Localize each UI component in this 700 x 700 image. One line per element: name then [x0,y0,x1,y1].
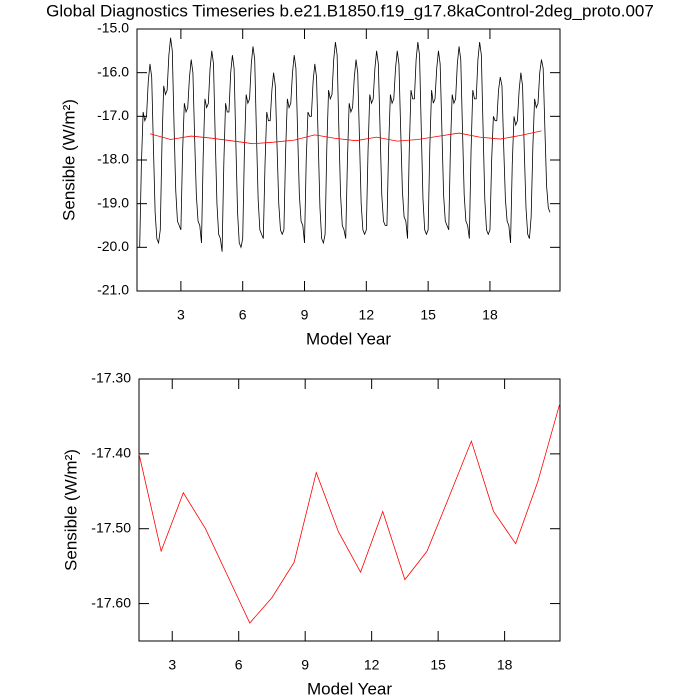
y-tick-label: -20.0 [97,238,129,254]
y-tick-label: -17.40 [91,445,131,461]
x-tick-label: 12 [364,657,380,673]
x-tick-label: 12 [359,307,375,323]
y-tick-label: -17.60 [91,594,131,610]
series-line [138,402,561,624]
plot-frame [136,28,561,292]
x-tick-label: 15 [420,307,436,323]
x-tick-label: 18 [482,307,498,323]
y-tick-label: -16.0 [97,63,129,79]
x-axis-label: Model Year [307,679,392,698]
y-axis-label: Sensible (W/m²) [59,99,78,221]
y-tick-label: -17.0 [97,107,129,123]
x-tick-label: 3 [177,307,185,323]
series-line [149,130,542,145]
y-tick-label: -17.50 [91,519,131,535]
series-line [139,37,551,252]
y-tick-label: -18.0 [97,151,129,167]
x-tick-label: 6 [235,657,243,673]
y-tick-label: -19.0 [97,194,129,210]
chart-title: Global Diagnostics Timeseries b.e21.B185… [46,1,654,20]
x-tick-label: 15 [430,657,446,673]
x-tick-label: 18 [497,657,513,673]
x-axis-label: Model Year [306,329,391,348]
y-tick-label: -21.0 [97,282,129,298]
x-tick-label: 9 [301,657,309,673]
y-axis-label: Sensible (W/m²) [61,449,80,571]
plot-frame [138,378,561,642]
x-tick-label: 3 [168,657,176,673]
y-tick-label: -15.0 [97,20,129,36]
x-tick-label: 6 [239,307,247,323]
x-tick-label: 9 [301,307,309,323]
y-tick-label: -17.30 [91,370,131,386]
